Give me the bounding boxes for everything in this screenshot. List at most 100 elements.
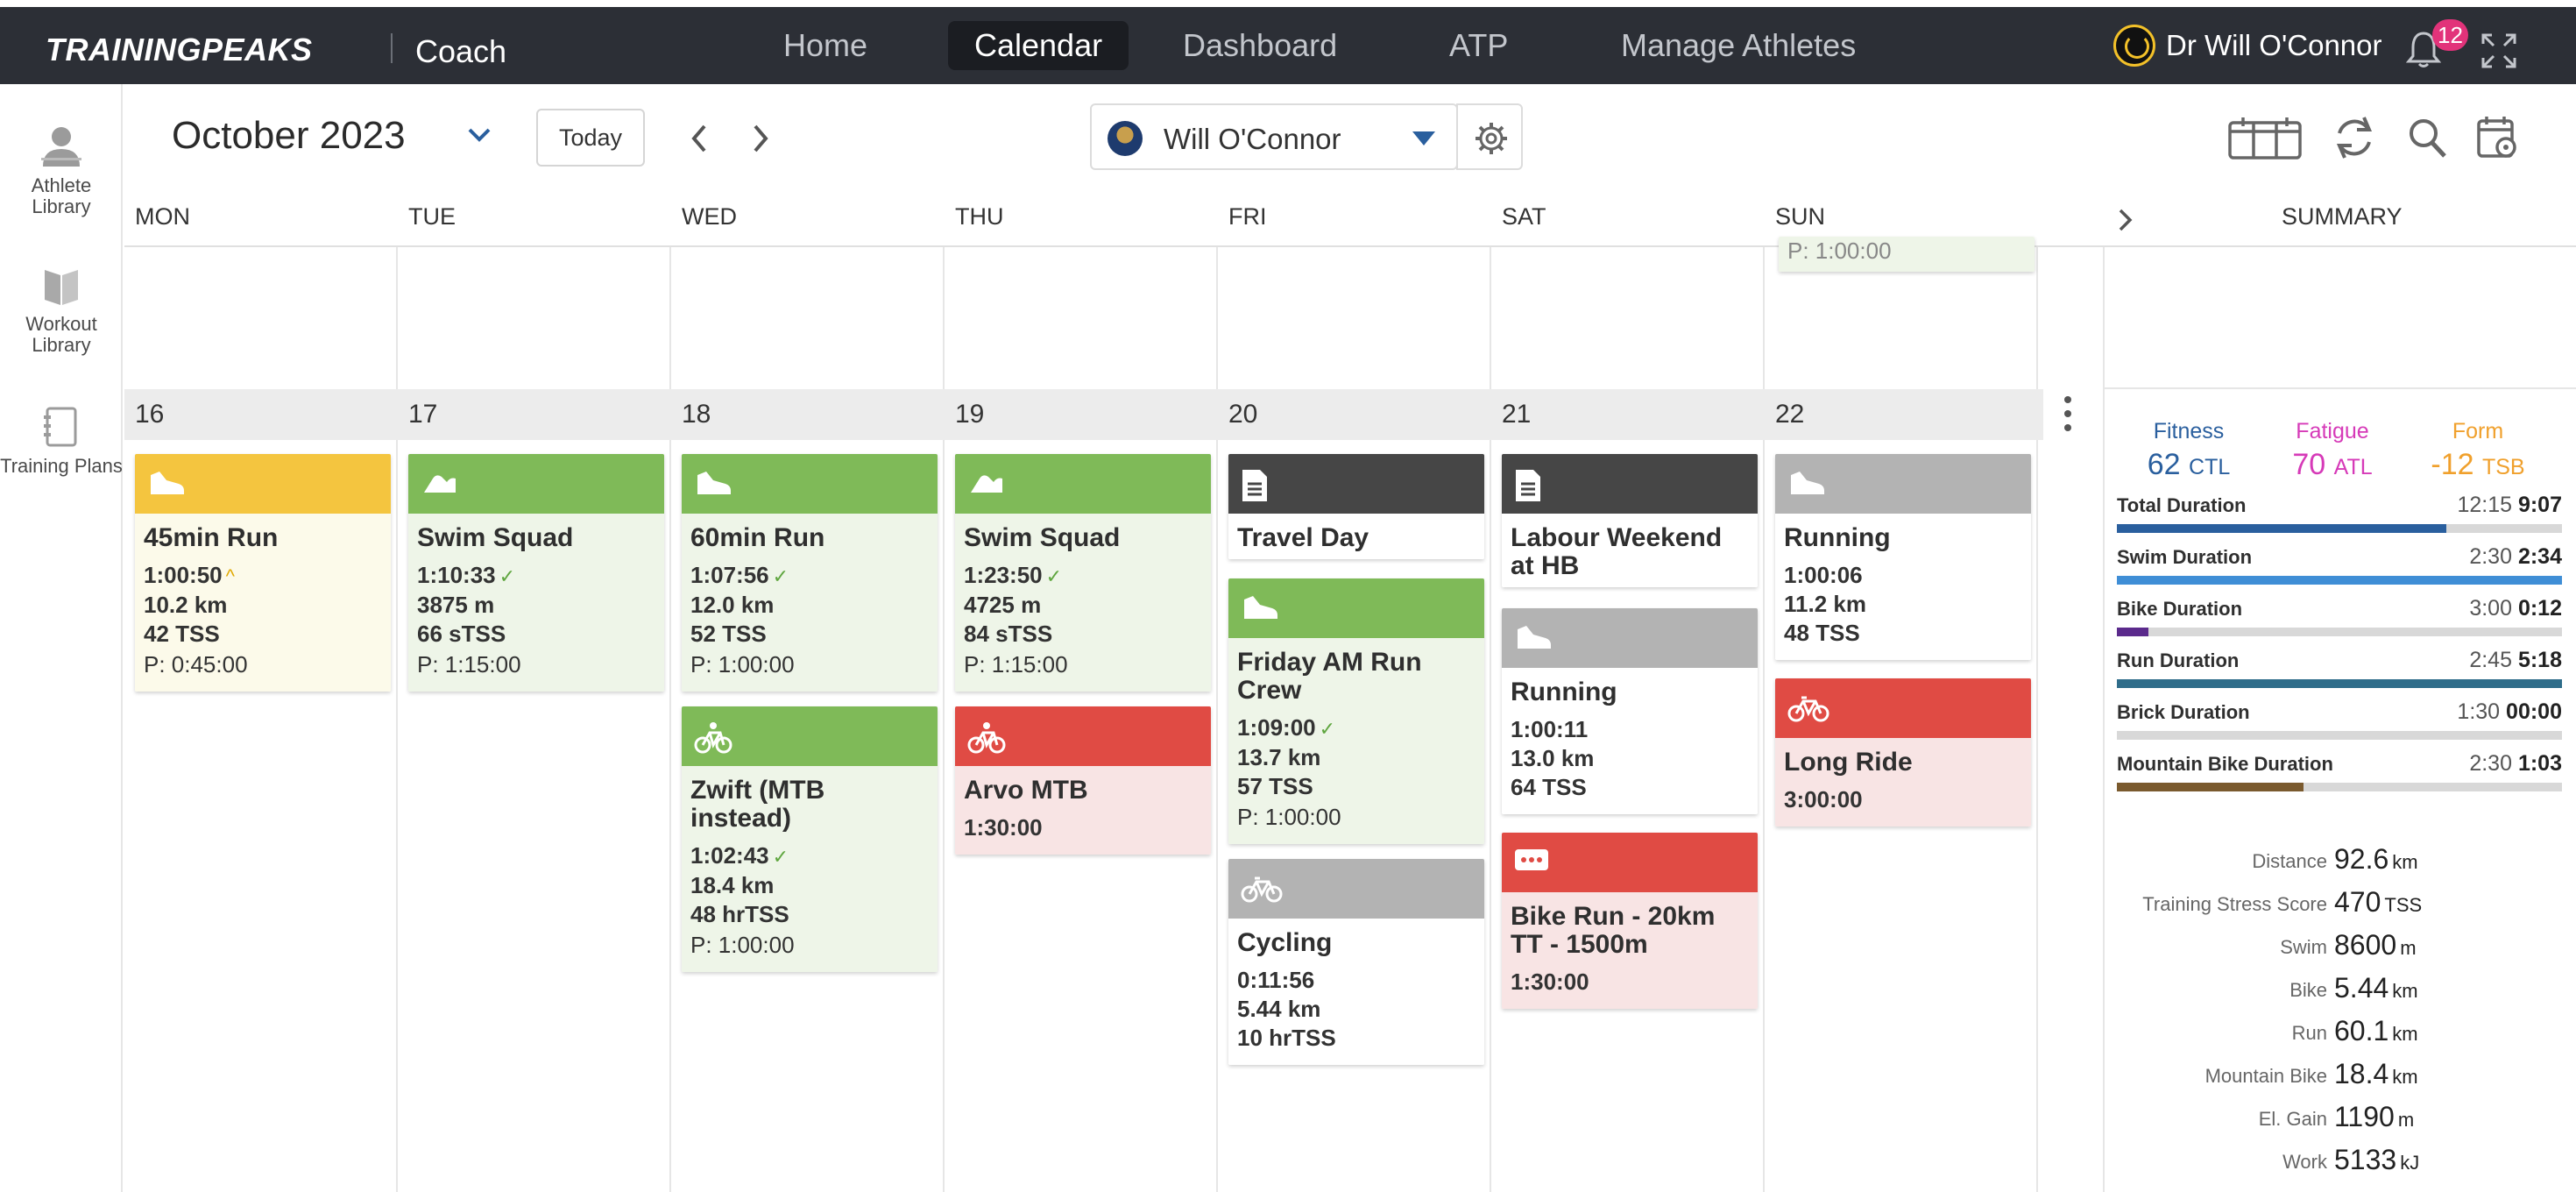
summary-collapse-chevron-icon[interactable] — [2117, 207, 2134, 233]
check-icon: ✓ — [772, 846, 789, 868]
month-title[interactable]: October 2023 — [172, 114, 406, 157]
duration-bar — [2117, 731, 2562, 740]
total-row: Mountain Bike 18.4 km — [2105, 1058, 2576, 1093]
fitness-value: 62 CTL — [2147, 448, 2231, 481]
workout-card[interactable]: Running 1:00:06 11.2 km 48 TSS — [1775, 454, 2031, 660]
column-divider — [1216, 247, 1218, 1192]
rail-athlete-library[interactable]: Athlete Library — [0, 123, 123, 217]
duration-row: Total Duration 12:15 9:07 — [2117, 493, 2562, 533]
workout-plan: P: 0:45:00 — [144, 651, 248, 678]
refresh-icon[interactable] — [2332, 114, 2376, 161]
duration-bar — [2117, 524, 2562, 533]
workout-tss: 64 TSS — [1511, 774, 1587, 800]
form-label: Form — [2452, 419, 2504, 443]
prev-week-workout-card[interactable]: P: 1:00:00 — [1779, 237, 2035, 272]
athlete-settings-button[interactable] — [1456, 103, 1523, 170]
tab-calendar[interactable]: Calendar — [948, 21, 1129, 70]
previous-arrow-icon[interactable] — [689, 123, 710, 154]
date-22: 22 — [1775, 400, 1805, 429]
workout-plan: P: 1:00:00 — [1787, 238, 1892, 264]
summary-panel: Fitness 62 CTL Fatigue 70 ATL Form -12 T… — [2103, 247, 2576, 1192]
total-value: 18.4 km — [2334, 1058, 2418, 1089]
workout-card[interactable]: Long Ride 3:00:00 — [1775, 678, 2031, 827]
workout-title: Running — [1511, 678, 1617, 706]
total-value: 60.1 km — [2334, 1015, 2418, 1047]
workout-duration: 1:23:50 — [964, 562, 1043, 588]
search-icon[interactable] — [2406, 114, 2448, 161]
workout-distance: 18.4 km — [690, 872, 775, 898]
check-icon: ✓ — [499, 565, 516, 587]
workout-duration: 3:00:00 — [1784, 786, 1863, 812]
bike-icon — [1787, 696, 1829, 722]
month-chevron-down-icon[interactable] — [466, 126, 492, 144]
column-divider — [943, 247, 945, 1192]
tab-atp[interactable]: ATP — [1449, 27, 1509, 63]
day-header-fri: FRI — [1228, 203, 1267, 230]
date-17: 17 — [408, 400, 438, 429]
duration-label: Swim Duration — [2117, 546, 2253, 568]
duration-row: Mountain Bike Duration 2:30 1:03 — [2117, 751, 2562, 791]
workout-distance: 10.2 km — [144, 592, 228, 618]
total-row: Work 5133 kJ — [2105, 1144, 2576, 1179]
duration-label: Mountain Bike Duration — [2117, 753, 2333, 775]
calendar-settings-icon[interactable] — [2476, 114, 2520, 161]
workout-duration: 1:30:00 — [1511, 968, 1589, 995]
fatigue-label: Fatigue — [2296, 419, 2369, 443]
note-card[interactable]: Travel Day — [1228, 454, 1484, 559]
workout-distance: 13.7 km — [1237, 744, 1321, 770]
notification-bell-icon[interactable] — [2406, 30, 2441, 68]
rail-training-plans[interactable]: Training Plans — [0, 405, 123, 477]
tab-dashboard[interactable]: Dashboard — [1183, 27, 1338, 63]
workout-tss: 66 sTSS — [417, 621, 506, 647]
fullscreen-icon[interactable] — [2480, 32, 2518, 70]
workout-card[interactable]: Cycling 0:11:56 5.44 km 10 hrTSS — [1228, 859, 1484, 1065]
calendar-view-icon[interactable] — [2227, 114, 2303, 161]
swim-icon — [424, 475, 456, 493]
workout-plan: P: 1:00:00 — [1237, 804, 1341, 830]
logo-divider — [391, 33, 393, 63]
duration-row: Run Duration 2:45 5:18 — [2117, 648, 2562, 688]
run-shoe-icon — [1791, 472, 1824, 494]
trainingpeaks-logo[interactable]: TRAININGPEAKS — [46, 32, 313, 67]
workout-card[interactable]: 45min Run 1:00:50 ^ 10.2 km 42 TSS P: 0:4… — [135, 454, 391, 692]
rail-label-workout-library: Workout Library — [25, 313, 97, 356]
app-name: Coach — [415, 33, 507, 69]
check-icon: ✓ — [1045, 565, 1063, 587]
user-menu[interactable]: Dr Will O'Connor — [2113, 25, 2382, 67]
workout-title: Arvo MTB — [964, 776, 1088, 805]
next-arrow-icon[interactable] — [750, 123, 771, 154]
tab-home[interactable]: Home — [783, 27, 868, 63]
day-header-thu: THU — [955, 203, 1004, 230]
note-card[interactable]: Labour Weekend at HB — [1502, 454, 1758, 587]
run-shoe-icon — [697, 472, 731, 494]
athlete-selector[interactable]: Will O'Connor — [1090, 103, 1458, 170]
mountain-bike-icon — [967, 722, 1006, 754]
fatigue-metric: Fatigue 70 ATL — [2262, 419, 2403, 482]
rail-workout-library[interactable]: Workout Library — [0, 265, 123, 356]
duration-bar — [2117, 783, 2562, 791]
workout-card[interactable]: Zwift (MTB instead) 1:02:43 ✓ 18.4 km 48 … — [682, 706, 938, 972]
note-title: Travel Day — [1237, 523, 1369, 552]
workout-card[interactable]: Friday AM Run Crew 1:09:00 ✓ 13.7 km 57 T… — [1228, 578, 1484, 844]
workout-card[interactable]: Bike Run - 20km TT - 1500m 1:30:00 — [1502, 833, 1758, 1009]
column-divider — [1490, 247, 1491, 1192]
workout-tss: 48 TSS — [1784, 620, 1860, 646]
today-button[interactable]: Today — [536, 109, 645, 167]
tab-manage-athletes[interactable]: Manage Athletes — [1621, 27, 1857, 63]
workout-tss: 84 sTSS — [964, 621, 1053, 647]
training-plans-icon — [44, 407, 77, 447]
workout-card[interactable]: Swim Squad 1:10:33 ✓ 3875 m 66 sTSS P: 1:… — [408, 454, 664, 692]
rail-label-athlete-library: Athlete Library — [31, 174, 92, 217]
total-label: Bike — [2289, 979, 2327, 1001]
week-options-icon[interactable] — [2063, 394, 2073, 433]
column-divider — [2036, 247, 2038, 1192]
workout-card[interactable]: 60min Run 1:07:56 ✓ 12.0 km 52 TSS P: 1:0… — [682, 454, 938, 692]
workout-card[interactable]: Arvo MTB 1:30:00 — [955, 706, 1211, 855]
workout-title: Running — [1784, 523, 1891, 552]
duration-label: Run Duration — [2117, 649, 2240, 671]
workout-card[interactable]: Running 1:00:11 13.0 km 64 TSS — [1502, 608, 1758, 814]
workout-title: Swim Squad — [964, 523, 1121, 552]
total-value: 5133 kJ — [2334, 1144, 2420, 1175]
duration-bar-fill — [2117, 679, 2562, 688]
workout-card[interactable]: Swim Squad 1:23:50 ✓ 4725 m 84 sTSS P: 1:… — [955, 454, 1211, 692]
